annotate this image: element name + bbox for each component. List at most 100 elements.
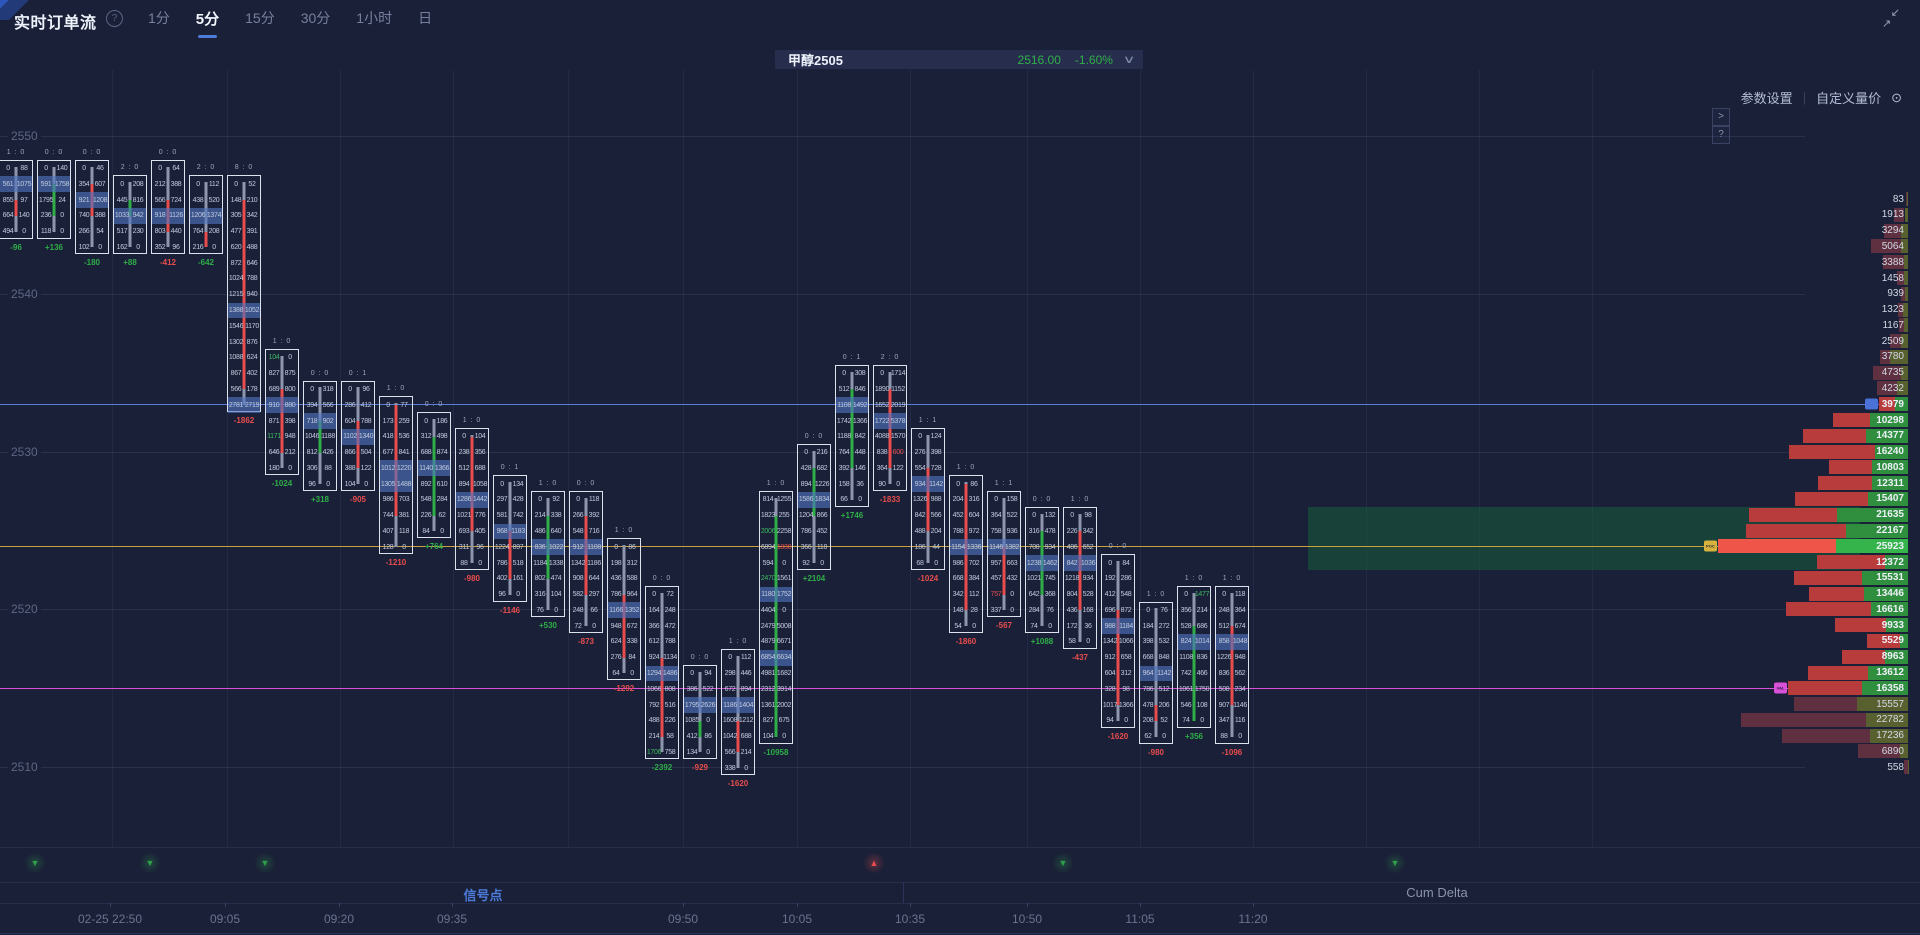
- ask-volume: 566: [322, 401, 334, 409]
- candle-6[interactable]: 0 52 148 210 305 342 477 391 620 488 872 646 1024 788…: [227, 175, 261, 414]
- candle-4[interactable]: 0 64 212 388 566 724 918 1126 803 440 352 96: [151, 159, 185, 256]
- candle-0[interactable]: 0 88 561 1075 855 97 664 140 494 0: [0, 159, 33, 239]
- tab-1小时[interactable]: 1小时: [356, 10, 393, 26]
- candle-30[interactable]: 0 76 184 272 398 532 668 848 964 1142 786 512 478 206…: [1139, 601, 1173, 744]
- ask-volume: 226: [664, 717, 676, 725]
- ask-volume: 0: [554, 606, 558, 614]
- collapse-icon[interactable]: ↙ ↗: [1882, 7, 1900, 30]
- candle-23[interactable]: 0 1714 1890 1152 1652 2019 1722 5378 4088 1570 838…: [873, 364, 907, 492]
- candle-3[interactable]: 0 208 445 816 1033 942 517 230 162 0: [113, 175, 147, 255]
- bid-volume: 855: [2, 196, 14, 204]
- bid-volume: 0: [310, 385, 314, 393]
- candle-22[interactable]: 0 308 512 846 1108 1492 1742 1366 1188 842 764 448 3…: [835, 364, 869, 507]
- instrument-bar[interactable]: 甲醇2505 2516.00 -1.60% ∨: [775, 50, 1143, 69]
- sell-signal-icon[interactable]: ▼: [139, 852, 161, 874]
- candle-12[interactable]: 0 104 238 356 512 688 894 1058 1286 1442 1021 776 69…: [455, 427, 489, 570]
- bid-volume: 786: [496, 559, 508, 567]
- candle-13[interactable]: 0 134 297 428 581 742 968 1183 1224 897 786 518 402 1…: [493, 475, 527, 602]
- candle-18[interactable]: 0 94 386 522 1795 2626 1085 0 412 86 134 0: [683, 664, 717, 760]
- help-icon[interactable]: ?: [106, 10, 123, 27]
- cluster-row: 591 1758: [38, 176, 70, 193]
- param-settings-link[interactable]: 参数设置: [1740, 91, 1793, 106]
- chevron-down-icon[interactable]: ∨: [1122, 54, 1136, 66]
- sell-signal-icon[interactable]: ▼: [254, 852, 276, 874]
- signal-panel-label[interactable]: 信号点: [463, 888, 503, 903]
- ask-volume: 466: [1196, 669, 1208, 677]
- candle-17[interactable]: 0 72 164 248 366 472 612 788 924 1134 1294 1486 1066…: [645, 585, 679, 760]
- candle-28[interactable]: 0 98 226 342 486 652 842 1036 1218 934 804 528 436 16…: [1063, 506, 1097, 649]
- visibility-icon[interactable]: ⊙: [1891, 89, 1902, 105]
- volume-profile-value: 3388: [1881, 256, 1904, 268]
- sell-signal-icon[interactable]: ▼: [1384, 852, 1406, 874]
- buy-volume-segment: [1900, 334, 1908, 349]
- cluster-row: 4404 0: [760, 603, 792, 619]
- candle-29[interactable]: 0 84 192 286 412 548 696 872 988 1184 1342 1066 912 6…: [1101, 554, 1135, 728]
- candle-10[interactable]: 0 77 173 259 418 536 677 841 1012 1220 1305 1488 986…: [379, 396, 413, 555]
- bid-volume: 412: [686, 733, 698, 741]
- candle-26[interactable]: 0 158 364 522 758 936 1146 1382 957 663 457 432 757 0…: [987, 491, 1021, 618]
- ask-volume: 216: [816, 449, 828, 457]
- cluster-row: 352 96: [152, 240, 184, 256]
- volume-profile-value: 2509: [1881, 335, 1904, 347]
- candle-27[interactable]: 0 132 316 478 708 934 1238 1462 1021 745 642 368 284…: [1025, 506, 1059, 634]
- ask-volume: 76: [1160, 606, 1168, 614]
- candle-15[interactable]: 0 118 266 392 548 716 912 1108 1342 1186 908 644 582…: [569, 491, 603, 634]
- candle-9[interactable]: 0 96 286 412 604 788 1102 1340 866 504 388 122 104 0: [341, 380, 375, 492]
- bid-volume: 566: [154, 196, 166, 204]
- expand-panel-button[interactable]: >: [1712, 108, 1730, 126]
- candle-delta: +356: [1184, 731, 1204, 741]
- cluster-row: 924 1134: [646, 650, 678, 666]
- tab-15分[interactable]: 15分: [245, 10, 275, 26]
- candle-25[interactable]: 0 86 204 316 452 604 788 972 1154 1336 986 702 668 38…: [949, 475, 983, 634]
- candle-16[interactable]: 0 86 198 312 436 588 786 964 1166 1352 948 672 624 33…: [607, 538, 641, 681]
- ask-volume: 745: [1044, 575, 1056, 583]
- candle-delta: -642: [197, 258, 215, 268]
- cluster-row: 1206 1374: [190, 207, 222, 224]
- candle-2[interactable]: 0 46 354 607 921 1208 740 388 266 54 102 0: [75, 159, 109, 255]
- cluster-row: 366 472: [646, 618, 678, 634]
- buy-volume-segment: [1870, 728, 1908, 743]
- candle-19[interactable]: 0 112 298 446 672 894 1186 1404 1608 1212 1042 688 5…: [721, 648, 755, 776]
- volume-profile-value: 12372: [1876, 556, 1904, 568]
- sell-signal-icon[interactable]: ▼: [24, 852, 46, 874]
- volume-profile-row: 16616: [1786, 602, 1908, 617]
- candle-7[interactable]: 104 0 827 875 689 800 910 880 871 398 1171 948 646 21…: [265, 349, 299, 476]
- ask-volume: 98: [1084, 512, 1092, 520]
- custom-volume-link[interactable]: 自定义量价: [1816, 91, 1882, 106]
- bid-volume: 0: [1222, 591, 1226, 599]
- candle-32[interactable]: 0 118 248 364 512 674 858 1048 1226 948 836 562 508 2…: [1215, 585, 1249, 744]
- tab-日[interactable]: 日: [418, 10, 433, 26]
- cluster-row: 478 206: [1140, 697, 1172, 713]
- cluster-row: 1215 940: [228, 287, 260, 303]
- cluster-row: 508 234: [1216, 681, 1248, 697]
- ask-volume: 94: [704, 670, 712, 677]
- candle-31[interactable]: 0 1477 356 214 528 686 824 1014 1108 836 742 466 106…: [1177, 585, 1211, 728]
- candle-21[interactable]: 0 216 428 682 894 1226 1586 1834 1204 866 786 452 36…: [797, 443, 831, 570]
- candle-1[interactable]: 0 140 591 1758 1795 24 236 0 118 0: [37, 159, 71, 239]
- ask-volume: 1442: [472, 496, 488, 504]
- candle-24[interactable]: 0 124 276 398 554 728 934 1142 1326 988 842 566 488 2…: [911, 427, 945, 570]
- cluster-row: 0 124: [912, 429, 944, 445]
- candle-20[interactable]: 814 1255 1823 255 2006 2258 6894 1830 594 0 2470 15…: [759, 491, 793, 744]
- tab-1分[interactable]: 1分: [148, 10, 170, 26]
- tab-30分[interactable]: 30分: [300, 10, 331, 26]
- ask-volume: 64: [172, 165, 180, 173]
- volume-profile-value: 14377: [1876, 430, 1904, 442]
- candle-14[interactable]: 0 92 214 338 486 640 836 1022 1184 1338 802 474 316 1…: [531, 491, 565, 618]
- panel-help-button[interactable]: ?: [1712, 126, 1730, 144]
- buy-signal-icon[interactable]: ▲: [863, 852, 885, 874]
- sell-signal-icon[interactable]: ▼: [1052, 852, 1074, 874]
- sell-volume-segment: [1835, 618, 1887, 633]
- ask-volume: 0: [934, 559, 938, 567]
- candle-5[interactable]: 0 112 438 520 1206 1374 764 208 216 0: [189, 175, 223, 255]
- bid-volume: 1042: [722, 733, 738, 741]
- candle-11[interactable]: 0 186 312 498 688 874 1140 1366 892 610 548 284 226 6…: [417, 412, 451, 539]
- tab-5分[interactable]: 5分: [196, 8, 219, 38]
- bottom-edge: [0, 933, 1920, 934]
- cluster-row: 248 66: [570, 603, 602, 619]
- candle-8[interactable]: 0 318 394 566 718 902 1046 1188 812 426 306 88 96 0: [303, 380, 337, 492]
- cluster-row: 306 88: [304, 460, 336, 476]
- volume-profile-value: 1167: [1882, 319, 1904, 331]
- cluster-row: 668 384: [950, 571, 982, 587]
- bid-volume: 512: [1218, 622, 1230, 630]
